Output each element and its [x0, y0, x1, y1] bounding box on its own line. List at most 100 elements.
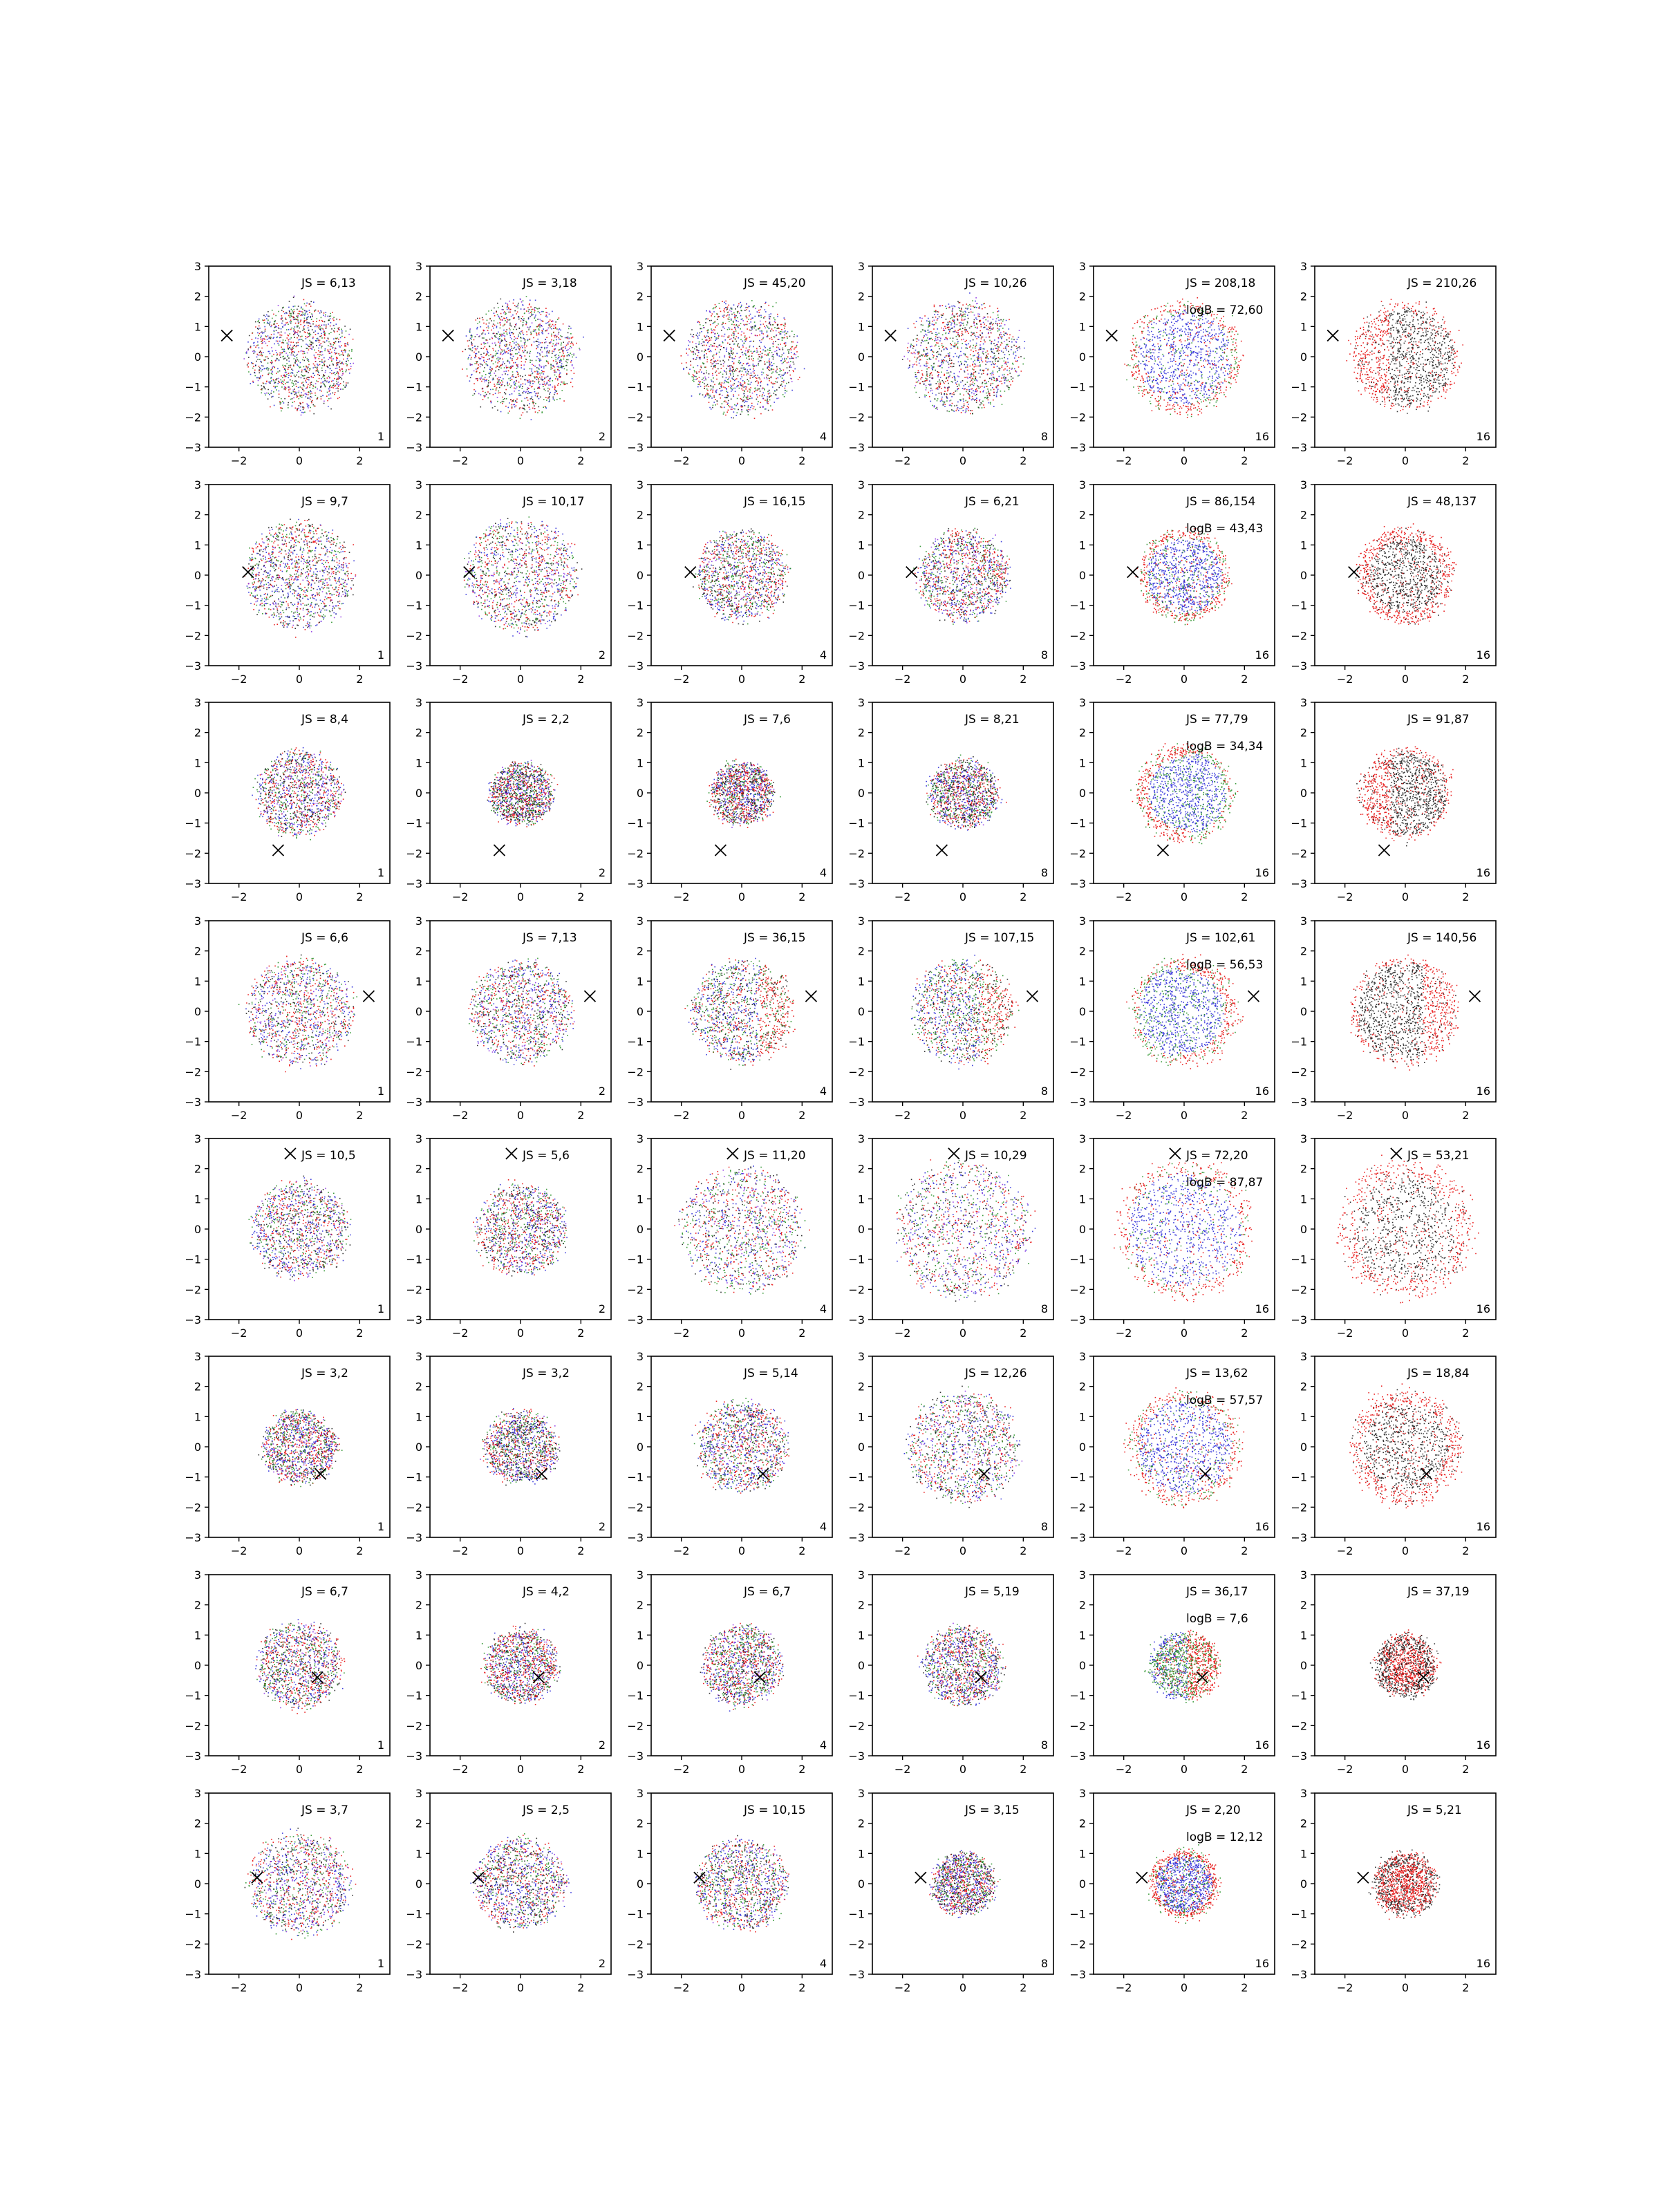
point-group	[686, 960, 794, 1066]
y-tick-label: 3	[858, 1568, 865, 1582]
y-tick-label: −3	[406, 1531, 422, 1544]
target-marker	[505, 1147, 518, 1160]
x-tick-label: −2	[231, 1981, 247, 1994]
y-tick-label: −1	[1291, 599, 1307, 612]
scatter-points	[238, 954, 357, 1073]
axes-frame	[208, 702, 391, 884]
x-tick-label: 0	[296, 1981, 303, 1994]
axes-frame	[872, 484, 1054, 666]
y-tick-label: 0	[1300, 569, 1307, 582]
x-tick-label: 0	[296, 1109, 303, 1122]
target-marker	[1348, 565, 1360, 579]
y-tick-label: 2	[858, 509, 865, 522]
point-group	[684, 957, 796, 1066]
point-group	[712, 762, 775, 828]
y-tick-label: −3	[1291, 659, 1307, 673]
x-tick-label: 0	[738, 1981, 745, 1994]
x-tick-label: 2	[1462, 1544, 1469, 1557]
y-tick-label: −3	[406, 441, 422, 454]
y-tick-label: −3	[406, 1750, 422, 1763]
panel-r6-c4: 3 2 1 0 −1 −2 −3 −2 0 2 JS = 12,26 8	[848, 1350, 1054, 1557]
x-tick-label: 2	[577, 890, 584, 903]
panel-r6-c3: 3 2 1 0 −1 −2 −3 −2 0 2 JS = 5,14 4	[627, 1350, 833, 1557]
x-tick-label: 2	[1462, 1109, 1469, 1122]
y-tick-label: −3	[185, 1096, 201, 1109]
y-tick-label: 2	[858, 727, 865, 740]
y-tick-label: 1	[194, 538, 201, 552]
x-tick-label: −2	[894, 1327, 911, 1340]
scatter-points	[1356, 746, 1454, 847]
y-tick-label: −1	[406, 1035, 422, 1049]
x-tick-label: 2	[577, 1327, 584, 1340]
y-tick-label: 2	[637, 1599, 644, 1612]
scatter-points	[684, 957, 796, 1070]
y-tick-label: 0	[858, 787, 865, 800]
corner-count-label: 16	[1255, 1957, 1269, 1970]
point-group	[907, 292, 1026, 412]
corner-count-label: 16	[1255, 1738, 1269, 1752]
panel-r1-c2: 3 2 1 0 −1 −2 −3 −2 0 2 JS = 3,18 2	[406, 260, 612, 467]
target-marker	[311, 1671, 324, 1684]
y-tick-label: 0	[637, 1659, 644, 1672]
y-tick-label: 2	[194, 509, 201, 522]
scatter-points	[1369, 1629, 1442, 1700]
point-group	[910, 300, 1025, 415]
y-tick-label: 2	[1300, 1817, 1307, 1830]
corner-count-label: 1	[377, 1085, 384, 1098]
y-tick-label: −1	[1069, 1253, 1086, 1266]
y-tick-label: −3	[627, 441, 644, 454]
point-group	[698, 531, 791, 622]
y-tick-label: 0	[858, 350, 865, 364]
y-tick-label: 3	[858, 1132, 865, 1145]
point-group	[921, 528, 1011, 623]
scatter-points	[255, 1619, 346, 1714]
y-tick-label: −3	[1069, 1750, 1086, 1763]
point-group	[1147, 1848, 1222, 1924]
y-tick-label: −3	[627, 1750, 644, 1763]
x-tick-label: 0	[1181, 1109, 1188, 1122]
x-tick-label: −2	[231, 890, 247, 903]
y-tick-label: −1	[185, 817, 201, 830]
point-group	[929, 1850, 995, 1914]
y-tick-label: −3	[406, 659, 422, 673]
x-tick-label: 0	[517, 454, 524, 467]
panel-r6-c2: 3 2 1 0 −1 −2 −3 −2 0 2 JS = 3,2 2	[406, 1350, 612, 1557]
panel-r8-c4: 3 2 1 0 −1 −2 −3 −2 0 2 JS = 3,15 8	[848, 1787, 1054, 1994]
point-group	[464, 521, 579, 638]
y-tick-label: −3	[185, 1531, 201, 1544]
y-tick-label: 1	[858, 1192, 865, 1206]
corner-count-label: 8	[1041, 430, 1048, 443]
y-tick-label: −1	[1069, 599, 1086, 612]
y-tick-label: 0	[1079, 1659, 1086, 1672]
y-tick-label: 1	[1300, 1629, 1307, 1642]
corner-count-label: 4	[820, 866, 827, 879]
point-group	[679, 1165, 805, 1293]
point-group	[252, 748, 342, 841]
corner-count-label: 1	[377, 1738, 384, 1752]
x-tick-label: −2	[452, 1544, 469, 1557]
js-label: JS = 6,7	[301, 1585, 348, 1599]
y-tick-label: 1	[1079, 756, 1086, 769]
x-tick-label: 0	[1402, 1109, 1409, 1122]
y-tick-label: −1	[406, 1908, 422, 1921]
scatter-points	[1355, 523, 1457, 626]
y-tick-label: 2	[858, 290, 865, 303]
y-tick-label: 1	[1300, 975, 1307, 988]
y-tick-label: 1	[194, 1847, 201, 1860]
y-tick-label: −3	[406, 877, 422, 890]
corner-count-label: 2	[599, 1085, 606, 1098]
scatter-points	[243, 518, 357, 638]
x-tick-label: 2	[798, 1327, 805, 1340]
point-group	[695, 1400, 789, 1494]
axes-frame	[208, 920, 391, 1103]
y-tick-label: 3	[1079, 260, 1086, 273]
axes-frame	[650, 1574, 833, 1756]
y-tick-label: −2	[627, 1938, 644, 1951]
y-tick-label: −1	[848, 381, 865, 394]
js-label: JS = 9,7	[301, 495, 348, 509]
y-tick-label: −1	[627, 1689, 644, 1703]
point-group	[910, 1393, 1017, 1502]
x-tick-label: 0	[738, 673, 745, 686]
x-tick-label: 2	[356, 1544, 363, 1557]
y-tick-label: 3	[858, 1787, 865, 1800]
